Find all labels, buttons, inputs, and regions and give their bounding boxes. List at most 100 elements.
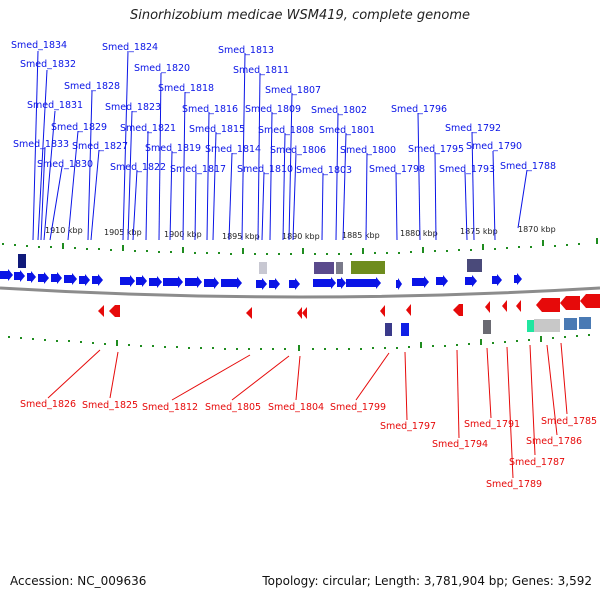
ruler-label: 1875 kbp — [460, 227, 498, 236]
forward-gene — [185, 276, 202, 288]
ruler-labels: 1910 kbp 1905 kbp 1900 kbp 1895 kbp 1890… — [45, 225, 556, 241]
gene-label: Smed_1825 — [82, 400, 138, 411]
gene-label: Smed_1821 — [120, 123, 176, 134]
bottom-labels: Smed_1826 Smed_1825 Smed_1812 Smed_1805 … — [20, 399, 597, 490]
gene-label: Smed_1830 — [37, 159, 93, 170]
reverse-gene — [380, 305, 385, 317]
feature-box — [351, 261, 385, 274]
forward-gene — [92, 274, 103, 286]
gene-label: Smed_1817 — [170, 164, 226, 175]
gene-label: Smed_1816 — [182, 104, 238, 115]
gene-label: Smed_1810 — [237, 164, 293, 175]
map-title: Sinorhizobium medicae WSM419, complete g… — [129, 8, 471, 23]
feature-box — [314, 262, 334, 274]
gene-label: Smed_1832 — [20, 59, 76, 70]
gene-label: Smed_1824 — [102, 42, 158, 53]
gene-label: Smed_1806 — [270, 145, 326, 156]
reverse-gene — [536, 298, 560, 312]
feature-boxes — [18, 254, 591, 336]
forward-gene — [38, 272, 49, 284]
forward-gene — [149, 276, 162, 288]
forward-gene — [204, 277, 219, 289]
forward-gene — [256, 278, 267, 290]
ruler-label: 1910 kbp — [45, 226, 83, 235]
forward-gene — [436, 275, 448, 287]
reverse-gene — [580, 294, 600, 308]
forward-gene — [269, 278, 280, 290]
inner-tick-ring — [8, 334, 590, 351]
forward-gene — [221, 277, 242, 289]
forward-gene — [396, 278, 402, 290]
feature-box — [401, 323, 409, 336]
gene-label: Smed_1834 — [11, 40, 67, 51]
gene-label: Smed_1804 — [268, 402, 324, 413]
accession-text: Accession: NC_009636 — [10, 574, 147, 588]
gene-label: Smed_1785 — [541, 416, 597, 427]
forward-gene — [313, 277, 336, 289]
reverse-gene — [109, 303, 120, 319]
gene-label: Smed_1815 — [189, 124, 245, 135]
gene-label: Smed_1805 — [205, 402, 261, 413]
feature-box — [527, 320, 534, 332]
reverse-genes — [98, 294, 600, 319]
forward-gene — [64, 273, 77, 285]
genome-backbone — [0, 286, 600, 299]
gene-label: Smed_1792 — [445, 123, 501, 134]
ruler-label: 1870 kbp — [518, 225, 556, 234]
reverse-gene — [516, 300, 521, 312]
gene-label: Smed_1818 — [158, 83, 214, 94]
gene-label: Smed_1819 — [145, 143, 201, 154]
ruler-label: 1880 kbp — [400, 229, 438, 238]
forward-gene — [0, 269, 13, 281]
top-leader-lines — [32, 50, 528, 241]
feature-box — [18, 254, 26, 268]
ruler-label: 1895 kbp — [222, 232, 260, 241]
feature-box — [579, 317, 591, 329]
forward-gene — [412, 276, 429, 288]
gene-label: Smed_1808 — [258, 125, 314, 136]
feature-box — [259, 262, 267, 274]
gene-label: Smed_1796 — [391, 104, 447, 115]
feature-box — [564, 318, 577, 330]
reverse-gene — [485, 301, 490, 313]
feature-box — [483, 320, 491, 334]
gene-label: Smed_1829 — [51, 122, 107, 133]
gene-label: Smed_1798 — [369, 164, 425, 175]
forward-gene — [514, 273, 522, 285]
forward-gene — [120, 275, 135, 287]
bottom-leader-lines — [47, 342, 568, 479]
gene-label: Smed_1822 — [110, 162, 166, 173]
gene-label: Smed_1831 — [27, 100, 83, 111]
gene-label: Smed_1795 — [408, 144, 464, 155]
feature-box — [336, 262, 343, 274]
forward-gene — [51, 272, 62, 284]
forward-gene — [79, 274, 90, 286]
gene-label: Smed_1802 — [311, 105, 367, 116]
gene-label: Smed_1790 — [466, 141, 522, 152]
gene-label: Smed_1814 — [205, 144, 261, 155]
gene-label: Smed_1794 — [432, 439, 488, 450]
ruler-label: 1885 kbp — [342, 231, 380, 240]
reverse-gene — [297, 307, 302, 319]
forward-gene — [289, 278, 300, 290]
feature-box — [385, 323, 392, 336]
gene-label: Smed_1828 — [64, 81, 120, 92]
gene-label: Smed_1823 — [105, 102, 161, 113]
ruler-label: 1890 kbp — [282, 232, 320, 241]
forward-gene — [465, 275, 477, 287]
gene-label: Smed_1801 — [319, 125, 375, 136]
forward-gene — [14, 270, 25, 282]
forward-gene — [27, 271, 36, 283]
forward-gene — [136, 275, 147, 287]
genome-summary-text: Topology: circular; Length: 3,781,904 bp… — [262, 574, 592, 588]
reverse-gene — [406, 304, 411, 316]
forward-genes — [0, 269, 522, 290]
gene-label: Smed_1800 — [340, 145, 396, 156]
gene-label: Smed_1812 — [142, 402, 198, 413]
outer-tick-ring — [2, 238, 598, 255]
gene-label: Smed_1787 — [509, 457, 565, 468]
reverse-gene — [302, 307, 307, 319]
gene-label: Smed_1793 — [439, 164, 495, 175]
forward-gene — [346, 277, 381, 289]
